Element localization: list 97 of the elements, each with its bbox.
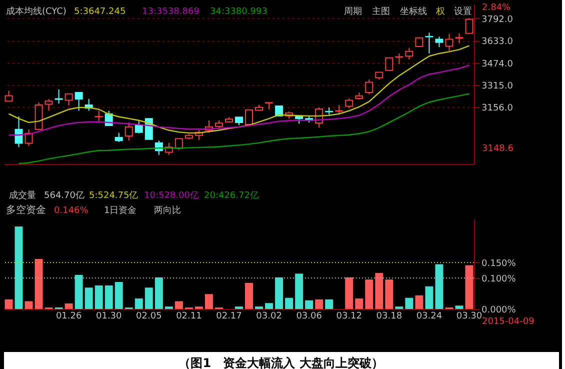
bar [14,226,23,309]
candlestick [345,98,354,109]
bar [24,301,33,309]
bar [34,259,43,309]
bar [285,298,294,309]
text: 1日资金 [104,205,137,216]
x-tick-label: 02.17 [216,312,242,322]
text: （图1 资金大幅流入 大盘向上突破） [178,356,384,369]
bar [465,265,474,309]
line-series [18,93,470,164]
candlestick [64,93,73,106]
x-tick-label: 03.18 [376,312,402,322]
x-tick-label: 03.02 [256,312,282,322]
candlestick [405,47,414,60]
bar [4,299,13,309]
x-tick-label: 03.30 [456,312,482,322]
bar [84,288,93,309]
candlestick [245,109,254,127]
text: 成交量 [9,190,36,201]
annotation: 周期 [344,6,362,17]
bar [265,303,274,309]
bar [435,264,444,309]
bar [114,282,123,309]
y-tick-label: 3156.0 [482,104,514,114]
candlestick [74,92,83,112]
text: 2015-04-09 [482,317,535,327]
x-tick-label: 02.11 [176,312,202,322]
bar [275,277,284,309]
y-tick-label: 3633.0 [482,37,514,48]
bar [375,273,384,309]
candlestick [435,36,444,48]
bar [315,299,324,309]
y-tick-label: 0.100% [482,274,516,284]
x-tick-label: 01.30 [96,312,122,322]
text: 2.84% [482,3,512,13]
bar [74,274,83,309]
text: 5:524.75亿 [89,190,138,201]
bar [345,277,354,309]
candlestick [174,138,183,150]
bar [385,280,394,309]
x-tick-label: 01.26 [56,312,82,322]
candlestick [44,98,53,112]
x-tick-label: 02.05 [136,312,162,322]
candlestick [14,116,23,148]
candlestick [385,57,394,72]
text: 5:3647.245 [74,7,126,17]
bar [455,306,464,309]
annotation: 主图 [372,6,390,17]
text: 3148.6 [482,144,514,154]
text: 34:3380.993 [210,7,268,17]
candlestick [94,110,103,122]
bar [154,277,163,309]
bar [305,300,314,309]
text: 两向比 [154,205,181,216]
chart-title: 成本均线(CYC) [6,6,66,17]
text: 13:3538.869 [142,7,200,17]
candlestick [54,88,63,104]
candlestick [134,120,143,134]
x-tick-label: 03.12 [336,312,362,322]
x-tick-label: 03.24 [416,312,442,322]
text: 564.70亿 [44,190,84,201]
bar [295,274,304,309]
candlestick [114,132,123,142]
candlestick [455,32,464,44]
text: 10:528.00亿 [144,190,199,201]
bar [405,298,414,309]
bar [134,298,143,309]
candlestick [445,33,454,52]
bar [415,295,424,309]
text: 20:426.72亿 [204,190,259,201]
bar [365,280,374,309]
bar [204,294,213,309]
bar [94,285,103,309]
bar [325,299,334,309]
annotation: 坐标线 [400,6,427,17]
bar [64,303,73,309]
bar [104,285,113,309]
candlestick [4,90,13,102]
y-tick-label: 3315.0 [482,81,514,92]
candlestick [425,32,434,54]
bar [355,298,364,309]
candlestick [124,122,133,142]
bar [425,286,434,309]
chart-title: 多空资金 [6,204,46,216]
bar [144,288,153,309]
candlestick [365,79,374,95]
annotation: 设置 [454,6,472,17]
candlestick [465,18,474,34]
x-tick-label: 03.06 [296,312,322,322]
y-tick-label: 3792.0 [482,14,514,25]
bar [174,301,183,309]
y-tick-label: 3474.0 [482,59,514,70]
bar [245,282,254,309]
y-tick-label: 0.000% [482,306,516,316]
chart-subtitle: 0.146% [54,206,89,216]
y-tick-label: 0.150% [482,258,516,269]
annotation: 权 [435,6,445,17]
